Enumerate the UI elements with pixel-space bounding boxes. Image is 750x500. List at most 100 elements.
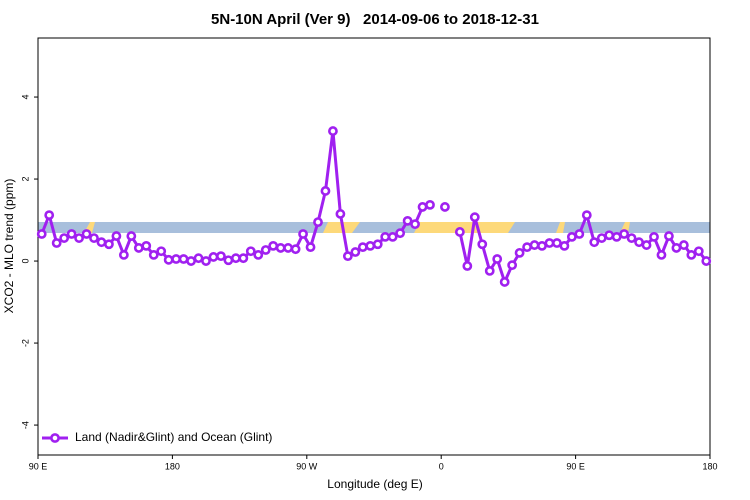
data-point	[417, 202, 428, 212]
data-point	[395, 228, 406, 239]
legend-swatch-point	[50, 433, 60, 443]
data-point	[581, 210, 592, 221]
data-point	[51, 238, 62, 248]
data-point	[148, 250, 159, 260]
plot-frame	[37, 37, 711, 456]
x-tick-label: 0	[439, 461, 444, 471]
data-point	[208, 252, 219, 262]
data-point	[380, 231, 391, 242]
data-point	[193, 253, 204, 264]
ocean-band	[38, 222, 710, 233]
x-tick-label: 180	[165, 461, 180, 471]
data-point	[283, 243, 294, 253]
data-point	[499, 277, 510, 287]
data-point	[74, 233, 84, 243]
data-point	[126, 231, 137, 241]
data-point	[104, 239, 114, 250]
data-point	[89, 233, 99, 243]
data-point	[544, 238, 555, 248]
data-point	[36, 229, 47, 239]
data-point	[589, 237, 600, 248]
data-point	[357, 242, 368, 253]
y-tick-label: 0	[20, 259, 30, 264]
data-point	[342, 251, 353, 262]
data-point	[253, 250, 264, 260]
data-point	[96, 237, 107, 248]
data-point	[290, 244, 301, 255]
data-point	[522, 242, 532, 253]
data-point	[619, 229, 630, 239]
data-point	[469, 212, 480, 223]
data-point	[626, 233, 637, 243]
data-point	[275, 243, 286, 253]
data-point	[156, 246, 167, 257]
data-point	[320, 186, 331, 196]
data-point	[641, 240, 652, 250]
data-point	[298, 229, 308, 239]
data-point	[44, 210, 55, 221]
data-point	[350, 247, 361, 257]
data-point	[328, 126, 338, 136]
chart-title: 5N-10N April (Ver 9) 2014-09-06 to 2018-…	[211, 11, 539, 28]
data-point	[425, 199, 435, 210]
land-band	[556, 222, 565, 233]
y-tick-label: -4	[20, 421, 30, 429]
data-point	[656, 250, 667, 260]
y-axis-label: XCO2 - MLO trend (ppm)	[2, 179, 16, 314]
data-point	[335, 209, 346, 219]
data-point	[111, 231, 122, 241]
data-point	[178, 254, 189, 264]
data-point	[574, 229, 585, 239]
legend: Land (Nadir&Glint) and Ocean (Glint)	[42, 430, 272, 444]
y-tick-label: 4	[20, 95, 30, 100]
data-point	[402, 215, 413, 226]
data-point	[671, 243, 682, 253]
data-point	[216, 251, 226, 262]
y-tick-label: 2	[20, 177, 30, 182]
data-point	[372, 239, 383, 250]
data-point	[693, 246, 704, 257]
x-tick-label: 180	[702, 461, 717, 471]
data-point	[230, 253, 241, 264]
data-point	[559, 240, 570, 251]
data-point	[118, 250, 129, 260]
data-point	[440, 202, 450, 212]
data-point	[566, 231, 577, 242]
data-point	[268, 240, 279, 251]
y-tick-label: -2	[20, 339, 30, 347]
x-tick-label: 90 W	[296, 461, 318, 471]
data-point	[529, 240, 540, 250]
x-tick-label: 90 E	[566, 461, 585, 471]
data-point	[387, 231, 398, 242]
data-point	[484, 265, 495, 276]
data-point	[410, 219, 420, 230]
data-point	[305, 242, 316, 253]
data-point	[604, 230, 615, 241]
data-point	[611, 231, 622, 242]
data-point	[171, 254, 182, 264]
data-point	[664, 231, 674, 241]
data-point	[66, 229, 77, 239]
x-axis-label: Longitude (deg E)	[327, 477, 422, 491]
data-point	[462, 261, 473, 271]
data-point	[133, 243, 144, 253]
data-point	[59, 233, 70, 243]
x-tick-label: 90 E	[29, 461, 48, 471]
data-point	[313, 217, 323, 228]
data-point	[238, 253, 249, 264]
data-point	[596, 233, 607, 243]
data-point	[454, 227, 465, 237]
land-band	[414, 222, 515, 233]
data-point	[701, 256, 712, 266]
data-point	[649, 231, 659, 242]
data-point	[678, 240, 689, 250]
data-point	[514, 247, 525, 258]
data-point	[365, 240, 376, 251]
data-point	[201, 256, 211, 266]
data-line	[40, 129, 708, 284]
data-point	[245, 246, 256, 257]
legend-label: Land (Nadir&Glint) and Ocean (Glint)	[75, 430, 272, 444]
data-point	[686, 250, 697, 260]
data-point	[186, 256, 196, 266]
data-point	[537, 240, 547, 251]
